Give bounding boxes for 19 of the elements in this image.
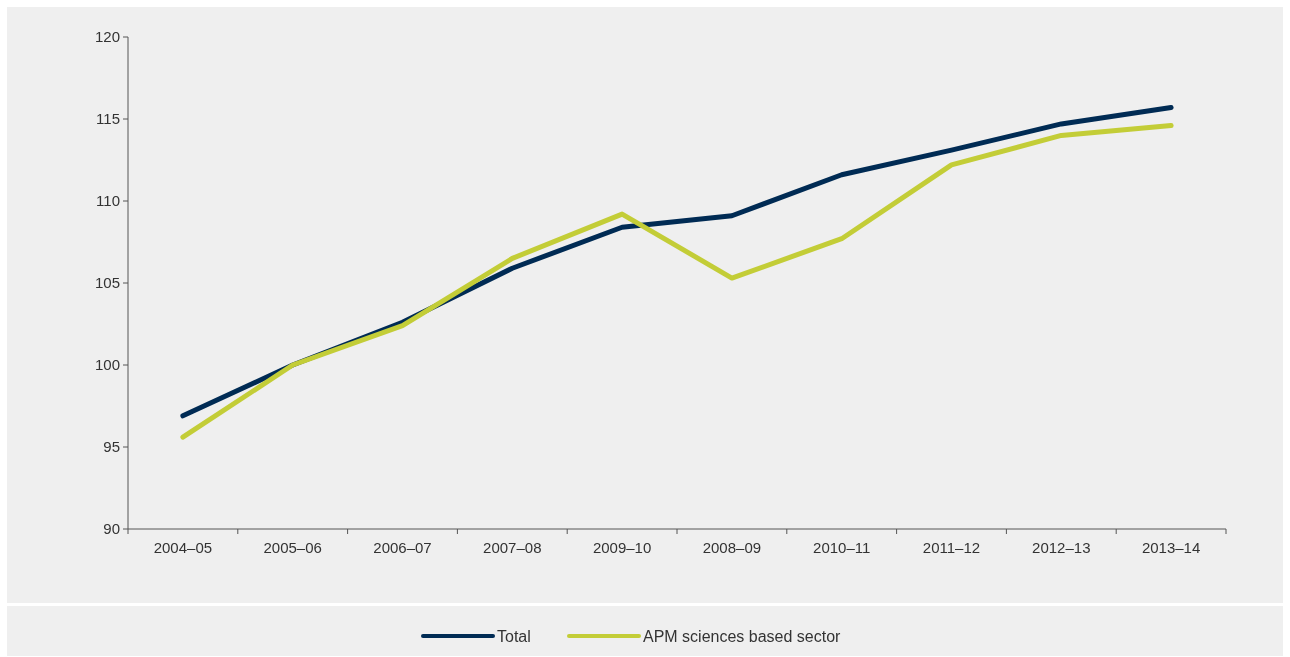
x-tick-label: 2008–09 (702, 539, 762, 556)
y-tick-label: 105 (94, 274, 120, 292)
legend-label: Total (497, 627, 531, 645)
y-tick-label: 100 (94, 356, 120, 374)
y-tick-label: 115 (96, 110, 120, 128)
x-tick-label: 2011–12 (922, 539, 981, 556)
y-tick-label: 120 (94, 28, 120, 46)
x-tick-label: 2010–11 (813, 539, 871, 556)
y-tick-label: 90 (103, 520, 120, 538)
legend-label: APM sciences based sector (643, 627, 842, 645)
x-tick-label: 2013–14 (1141, 539, 1201, 556)
x-tick-label: 2007–08 (483, 539, 542, 556)
x-tick-label: 2009–10 (592, 539, 652, 556)
x-tick-label: 2005–06 (263, 539, 322, 556)
x-tick-label: 2012–13 (1032, 539, 1091, 556)
y-tick-label: 110 (96, 192, 120, 210)
x-tick-label: 2006–07 (373, 539, 432, 556)
y-tick-label: 95 (103, 438, 120, 456)
x-tick-label: 2004–05 (153, 539, 213, 556)
